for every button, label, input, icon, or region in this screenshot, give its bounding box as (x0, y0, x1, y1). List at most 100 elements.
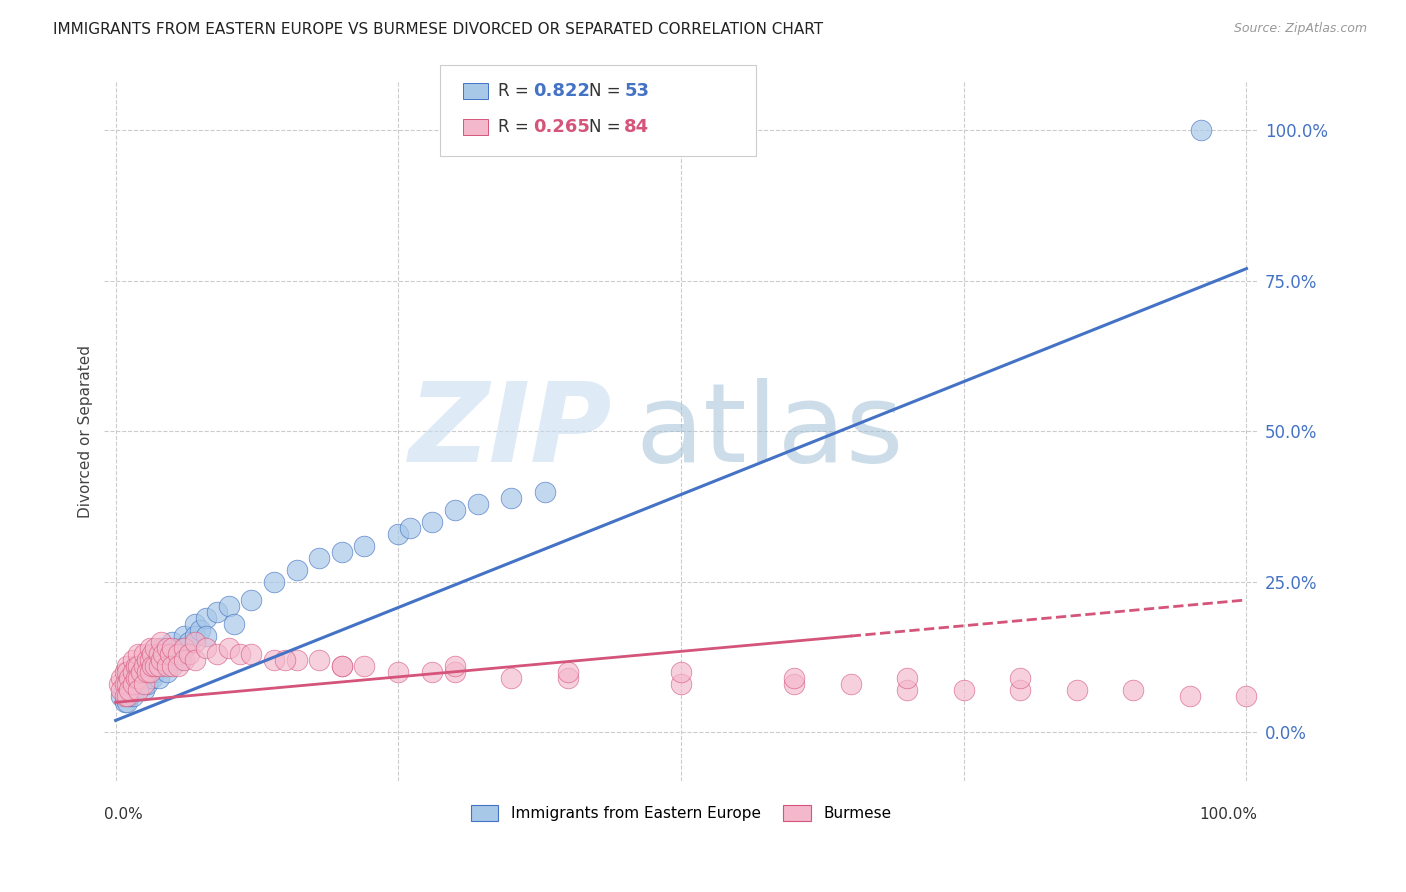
Point (121, 653, 143, 667)
Point (149, 641, 172, 656)
Point (138, 653, 160, 667)
Point (467, 497, 489, 511)
Point (195, 629, 218, 643)
Point (160, 653, 183, 667)
Point (155, 665, 177, 680)
Text: 100.0%: 100.0% (1199, 807, 1258, 822)
Point (114, 695, 136, 709)
Point (1066, 683, 1088, 698)
Point (1189, 123, 1212, 137)
Point (125, 659, 148, 673)
Point (263, 653, 285, 667)
Point (110, 671, 132, 685)
Point (420, 665, 443, 680)
Point (149, 653, 172, 667)
Point (129, 665, 152, 680)
Point (330, 545, 353, 559)
Point (353, 659, 375, 673)
Point (125, 671, 148, 685)
Point (353, 539, 375, 553)
Point (118, 690, 141, 704)
Point (127, 659, 149, 673)
Point (501, 491, 523, 505)
Point (115, 659, 138, 673)
Point (132, 659, 155, 673)
Point (152, 659, 174, 673)
Point (110, 683, 132, 698)
Point (179, 647, 201, 661)
Point (330, 659, 353, 673)
Point (783, 677, 806, 691)
Point (148, 671, 170, 685)
Point (274, 653, 297, 667)
Point (195, 611, 218, 625)
Point (155, 641, 177, 656)
Point (127, 671, 149, 685)
Point (190, 623, 212, 637)
Point (160, 635, 183, 649)
Point (167, 659, 190, 673)
Point (138, 653, 160, 667)
Point (114, 690, 136, 704)
Text: 53: 53 (624, 82, 650, 100)
Point (127, 665, 149, 680)
Point (444, 502, 467, 516)
Point (132, 671, 155, 685)
Text: 0.0%: 0.0% (104, 807, 143, 822)
Legend: Immigrants from Eastern Europe, Burmese: Immigrants from Eastern Europe, Burmese (463, 797, 898, 829)
Text: 0.822: 0.822 (533, 82, 591, 100)
Point (240, 593, 263, 607)
Point (444, 659, 467, 673)
Point (115, 695, 138, 709)
Point (110, 690, 132, 704)
Point (136, 665, 159, 680)
Point (152, 647, 174, 661)
Point (218, 599, 240, 613)
Text: 84: 84 (624, 118, 650, 136)
Point (501, 671, 523, 685)
Point (127, 647, 149, 661)
Point (263, 574, 285, 589)
Point (118, 671, 141, 685)
Point (148, 659, 170, 673)
Point (121, 690, 143, 704)
Point (143, 665, 166, 680)
Point (184, 635, 207, 649)
Point (207, 647, 229, 661)
Point (167, 641, 190, 656)
Point (143, 659, 166, 673)
Point (224, 617, 246, 632)
Point (420, 515, 443, 529)
Point (170, 653, 193, 667)
Point (1236, 690, 1258, 704)
Point (160, 659, 183, 673)
Point (167, 647, 190, 661)
Point (141, 659, 163, 673)
Point (1178, 690, 1201, 704)
Point (229, 647, 252, 661)
Point (127, 683, 149, 698)
Point (173, 629, 195, 643)
Point (138, 665, 160, 680)
Point (839, 677, 862, 691)
Point (108, 677, 131, 691)
Point (330, 659, 353, 673)
Point (179, 635, 201, 649)
Y-axis label: Divorced or Separated: Divorced or Separated (79, 345, 93, 517)
Point (669, 677, 692, 691)
Point (896, 683, 918, 698)
Point (173, 653, 195, 667)
Point (115, 677, 138, 691)
Point (896, 671, 918, 685)
Point (387, 665, 409, 680)
Point (1010, 671, 1032, 685)
Point (218, 641, 240, 656)
Text: atlas: atlas (636, 378, 904, 484)
Point (121, 677, 143, 691)
Point (121, 665, 143, 680)
Point (155, 647, 177, 661)
Point (285, 563, 308, 577)
Point (114, 677, 136, 691)
Point (184, 653, 207, 667)
Point (173, 641, 195, 656)
